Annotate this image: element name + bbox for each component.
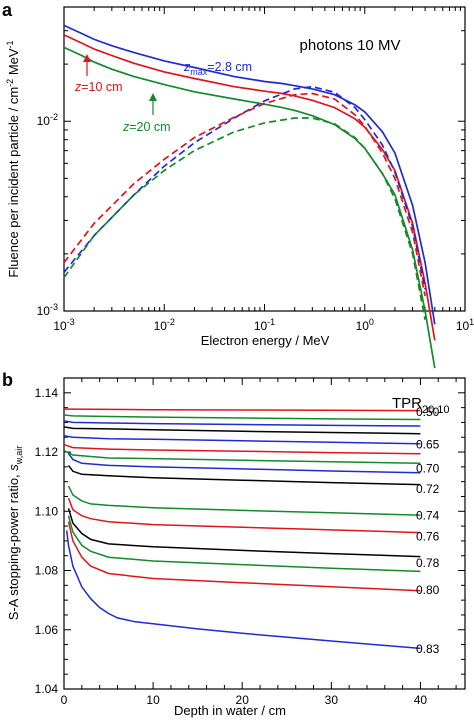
- series-b-9: [67, 485, 421, 516]
- series-b-12: [67, 515, 421, 573]
- x-tick-label-a: 10-1: [254, 317, 275, 333]
- y-tick-label-a: 10-3: [37, 302, 58, 318]
- series-b-11: [67, 508, 421, 558]
- x-tick-label-b: 40: [414, 693, 428, 707]
- panel-a-chart-title: photons 10 MV: [300, 37, 401, 54]
- panel-b: b 0 10 20 30 40 1.04 1.06 1.08 1.10 1.12 1.14 0.5…: [2, 370, 466, 718]
- x-tick-label-b: 20: [236, 693, 250, 707]
- x-tick-label-b: 30: [325, 693, 339, 707]
- series-b-1: [63, 414, 421, 421]
- series-label-tpr: 0.50: [416, 405, 440, 419]
- series-label-tpr: 0.76: [416, 529, 440, 543]
- series-b-3: [63, 426, 421, 435]
- series-label-tpr: 0.78: [416, 556, 440, 570]
- panel-a-series: [63, 24, 436, 369]
- y-tick-label-a: 10-2: [37, 112, 58, 128]
- arrow-z20: [149, 93, 157, 115]
- x-tick-label-a: 100: [356, 317, 374, 333]
- series-b-10: [67, 497, 421, 534]
- series-b-4: [63, 435, 421, 445]
- legend-title-tpr: TPR20,10: [392, 395, 450, 416]
- series-a-green-solid: [63, 46, 436, 369]
- y-tick-label-b: 1.12: [35, 445, 59, 459]
- annotation-zmax: zmax=2.8 cm: [183, 60, 252, 77]
- panel-b-y-tick-labels: 1.04 1.06 1.08 1.10 1.12 1.14: [35, 386, 59, 696]
- x-tick-label-a: 101: [456, 317, 474, 333]
- x-tick-label-b: 10: [146, 693, 160, 707]
- panel-b-x-axis-label: Depth in water / cm: [174, 703, 286, 718]
- y-tick-label-b: 1.04: [35, 682, 59, 696]
- x-tick-label-a: 10-2: [154, 317, 175, 333]
- series-label-tpr: 0.80: [416, 583, 440, 597]
- series-a-blue-dashed: [63, 85, 426, 290]
- series-b-2: [63, 420, 421, 427]
- y-tick-label-b: 1.10: [35, 504, 59, 518]
- panel-a-frame: [63, 6, 466, 312]
- series-b-13: [67, 521, 421, 592]
- panel-b-series: [63, 408, 421, 650]
- panel-b-ticks: [63, 378, 465, 690]
- series-a-blue-solid: [63, 24, 436, 325]
- series-label-tpr: 0.83: [416, 642, 440, 656]
- series-b-14: [65, 530, 421, 650]
- x-tick-label-b: 0: [61, 693, 68, 707]
- y-tick-label-b: 1.14: [35, 386, 59, 400]
- arrow-z10: [83, 54, 91, 76]
- series-a-green-dashed: [63, 117, 426, 320]
- annotation-z20: z=20 cm: [122, 120, 171, 134]
- series-label-tpr: 0.65: [416, 438, 440, 452]
- series-b-7: [67, 453, 421, 474]
- x-tick-label-a: 10-3: [53, 317, 74, 333]
- series-b-5: [63, 443, 421, 455]
- series-label-tpr: 0.72: [416, 482, 440, 496]
- series-label-tpr: 0.70: [416, 461, 440, 475]
- panel-b-letter: b: [2, 370, 13, 390]
- panel-a: a 10-3 10-2 10-1 100 101 10-3 10-2 Electron e…: [2, 0, 474, 369]
- annotation-z10: z=10 cm: [74, 80, 123, 94]
- panel-b-series-labels: 0.50 0.65 0.70 0.72 0.74 0.76 0.78 0.80 0.83: [416, 405, 440, 656]
- panel-a-x-tick-labels: 10-3 10-2 10-1 100 101: [53, 317, 474, 333]
- panel-a-y-axis-label: Fluence per incident particle / cm-2 MeV…: [5, 40, 21, 277]
- panel-a-letter: a: [2, 0, 13, 20]
- panel-a-y-tick-labels: 10-3 10-2: [37, 112, 58, 318]
- y-tick-label-b: 1.08: [35, 564, 59, 578]
- y-tick-label-b: 1.06: [35, 623, 59, 637]
- panel-b-y-axis-label: S-A stopping-power ratio, sw,air: [6, 446, 24, 621]
- series-b-8: [67, 464, 421, 486]
- series-label-tpr: 0.74: [416, 509, 440, 523]
- series-a-red-dashed: [63, 92, 426, 297]
- series-b-0: [64, 408, 421, 412]
- panel-a-ticks: [63, 6, 465, 312]
- panel-b-frame: [63, 377, 466, 690]
- series-b-6: [63, 449, 421, 465]
- panel-b-x-tick-labels: 0 10 20 30 40: [61, 693, 428, 707]
- panel-a-x-axis-label: Electron energy / MeV: [201, 333, 330, 348]
